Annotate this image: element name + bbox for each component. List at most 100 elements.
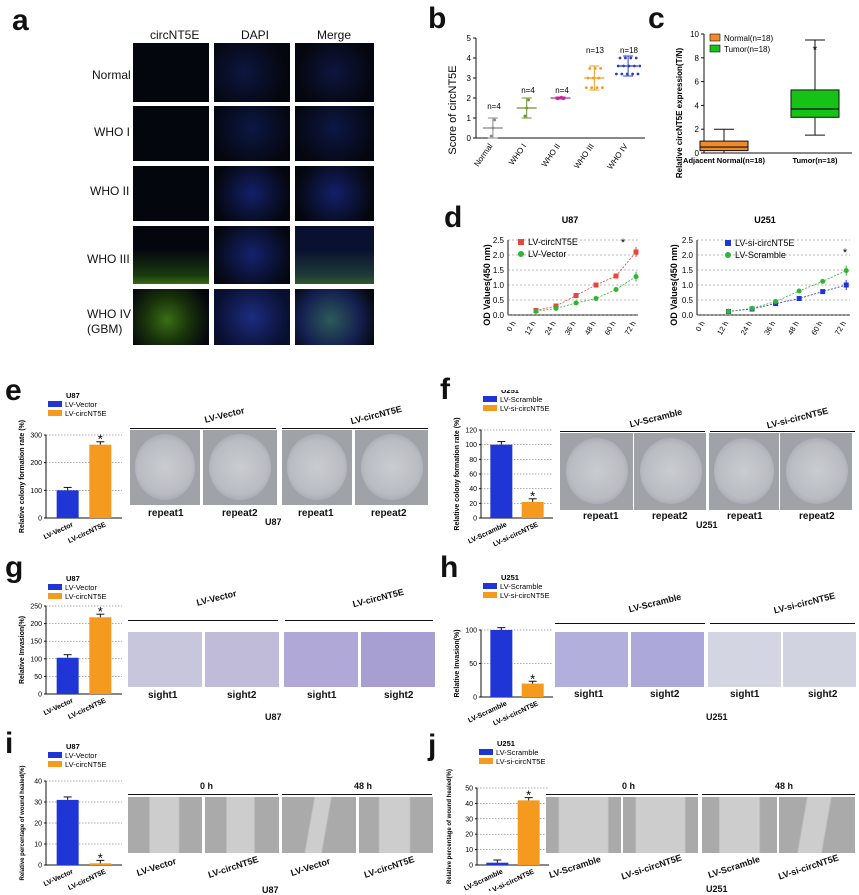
e-header-line-2 [282,428,428,429]
g-ytick-label-3: 150 [30,639,42,646]
j-ylabel: Relative percentage of wound healed(%) [447,769,453,884]
chart-b-point-2-2 [560,95,563,99]
h-legend-swatch-0 [483,583,497,589]
e-bar-1 [89,444,112,518]
e-ytick-label-1: 100 [30,488,42,495]
j-img-label-2: LV-si-circNT5E [619,852,683,882]
chart-d-u87-legend-1: LV-circNT5E [528,237,578,247]
i-header-line-2 [282,794,432,795]
i-ytick-label-4: 40 [34,779,42,786]
d-U87-ytick-label-0: 0.0 [493,311,505,320]
chart-c-ytick-label-2: 4 [695,101,700,110]
micro-who3-circnt5e [133,226,209,284]
d-U87-point-1-5 [613,287,619,292]
chart-d-u251: 0.0 0.5 1.0 1.5 2.0 2.5 0 h 12 h 24 h 36 h 48 h 60 … [669,215,850,337]
i-ytick-label-1: 10 [34,842,42,849]
j-legend-1: LV-si-circNT5E [496,757,545,766]
f-ylabel: Relative colony formation rate (%) [454,417,461,530]
chart-b-point-3-8 [599,67,602,70]
chart-c-ytick-label-3: 6 [695,78,700,87]
f-bar-1 [521,501,544,518]
j-cell-label: U251 [706,884,728,894]
h-ytick-label-2: 100 [465,628,477,635]
d-U87-xtick-label-5: 60 h [603,320,618,337]
e-legend-swatch-0 [48,401,62,407]
g-cell-label: U87 [265,712,282,722]
h-legend-swatch-1 [483,592,497,598]
j-ytick-label-5: 50 [465,786,473,793]
h-header-line-2 [710,623,855,624]
f-ytick-label-1: 20 [469,501,477,508]
g-ytick-label-4: 200 [30,621,42,628]
chart-b-point-0-2 [493,118,497,122]
g-img-header-2: LV-circNT5E [351,586,405,610]
g-ytick-label-5: 250 [30,604,42,611]
micro-who4-dapi [214,289,290,345]
h-ylabel: Relative Invasion(%) [454,629,461,697]
j-bar-0 [486,862,509,865]
micro-who3-dapi [214,226,290,284]
e-img-label-2: repeat2 [222,508,258,519]
chart-b-point-4-0 [615,72,618,76]
chart-b-point-1-1 [525,106,529,110]
g-bar-0 [56,657,79,694]
f-dish-2 [634,433,706,510]
chart-b-point-4-10 [633,64,636,68]
row-label-who3: WHO III [87,252,130,266]
j-legend-0: LV-Scramble [496,748,538,757]
chart-c-legend-normal: Normal(n=18) [724,34,773,43]
i-img-label-2: LV-circNT5E [206,854,260,880]
i-ylabel: Relative percentage of wound healed(%) [20,765,26,880]
d-U251-xtick-label-5: 60 h [809,320,824,337]
panel-a-label: a [12,4,29,37]
j-bar-1 [517,800,540,865]
i-bar-1 [89,863,112,865]
h-legend-0: LV-Scramble [500,582,542,591]
col-header-dapi: DAPI [241,28,270,42]
chart-b-point-4-4 [622,64,625,68]
i-ytick-label-2: 20 [34,821,42,828]
h-ytick-label-0: 0 [473,695,477,702]
d-U251-xtick-label-1: 12 h [715,320,730,337]
j-star: * [526,788,531,803]
g-xtick-label-1: LV-circNT5E [67,697,107,721]
panel-d-label: d [444,201,463,234]
h-title: U251 [501,575,519,582]
chart-d-u251-legend-2: LV-Scramble [735,250,786,260]
h-stain-2 [631,632,704,687]
e-ytick-label-3: 300 [30,433,42,440]
chart-b-xtick-label-3: WHO III [572,142,596,170]
chart-b-xtick-label-0: Normal [472,142,494,168]
chart-b: 0 1 2 3 4 5 Normal WHO I WHO II WHO III WHO IV Sco… [447,34,645,171]
f-img-header-2: LV-si-circNT5E [765,405,830,431]
h-img-header-2: LV-si-circNT5E [772,590,837,616]
f-title: U251 [501,390,519,395]
chart-b-ytick-label-1: 1 [467,114,472,123]
micro-who2-circnt5e [133,166,209,221]
e-dish-3 [282,430,352,505]
d-U87-ytick-label-4: 2.0 [493,251,505,260]
chart-b-point-0-0 [489,134,493,138]
e-title: U87 [66,391,80,400]
h-bar-0 [490,630,513,697]
i-title: U87 [66,742,80,751]
chart-b-point-4-5 [624,56,627,60]
j-ytick-label-4: 40 [465,801,473,808]
h-cell-label: U251 [706,712,728,722]
chart-b-n-who1: n=4 [521,86,535,95]
g-img-label-2: sight2 [227,690,257,701]
d-U251-series-line-1 [728,270,847,312]
chart-c-box-1 [790,89,840,118]
panel-e-label: e [5,374,22,407]
panel-c-label: c [648,2,665,35]
e-img-header-1: LV-Vector [203,405,246,425]
chart-b-point-3-9 [601,86,604,89]
panel-j-label: j [428,729,437,762]
g-stain-1 [128,632,202,687]
g-img-label-1: sight1 [148,690,178,701]
chart-c-ytick-label-0: 0 [695,149,700,158]
chart-b-n-who4: n=18 [620,46,639,55]
g-stain-4 [361,632,435,687]
